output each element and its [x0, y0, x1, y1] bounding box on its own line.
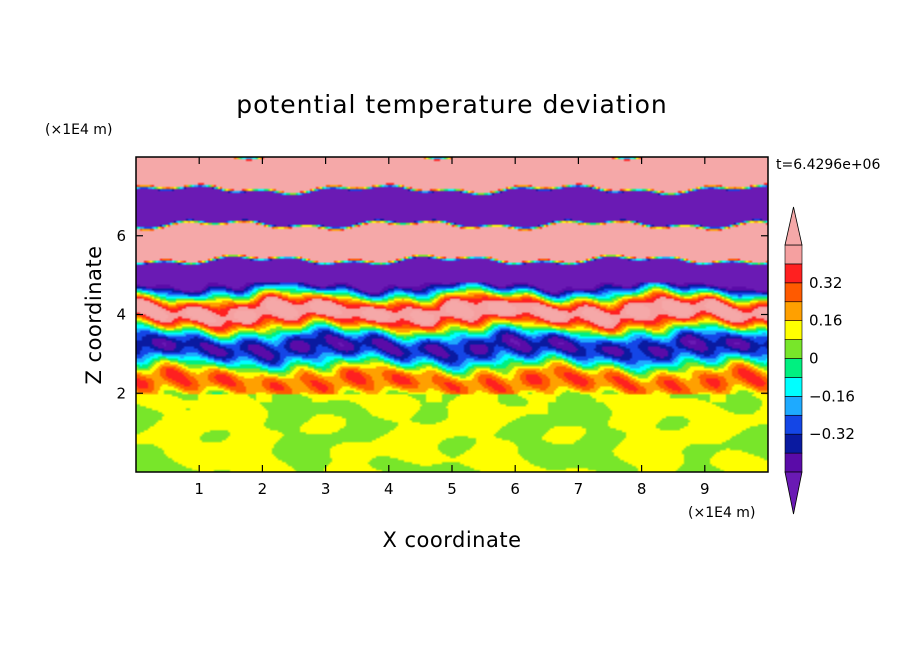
colorbar-tick-label: 0.32	[809, 274, 842, 292]
colorbar-swatch	[784, 396, 803, 416]
x-axis-label: X coordinate	[382, 528, 521, 552]
time-stamp: t=6.4296e+06	[776, 157, 880, 173]
x-tick-label: 5	[447, 480, 457, 498]
x-tick-label: 2	[258, 480, 268, 498]
colorbar-tick-label: −0.32	[809, 425, 855, 443]
colorbar-swatch	[784, 414, 803, 435]
y-axis-unit: (×1E4 m)	[45, 122, 112, 138]
y-tick-label: 2	[116, 384, 126, 402]
chart-title: potential temperature deviation	[236, 90, 667, 119]
x-axis-ticks: 1 2 3 4 5 6 7 8 9	[194, 157, 710, 498]
x-tick-label: 9	[700, 480, 710, 498]
colorbar-swatch	[784, 244, 803, 265]
colorbar-swatch	[784, 339, 803, 359]
colorbar-swatch	[784, 263, 803, 284]
y-axis-ticks: 2 4 6	[116, 227, 768, 402]
field-raster	[136, 157, 768, 472]
y-tick-label: 6	[116, 227, 126, 245]
x-tick-label: 4	[384, 480, 394, 498]
colorbar-swatch	[784, 301, 803, 321]
colorbar-swatch	[784, 433, 803, 454]
colorbar-under-arrow	[784, 471, 803, 515]
colorbar-swatch	[784, 320, 803, 340]
x-tick-label: 3	[321, 480, 331, 498]
y-tick-label: 4	[116, 306, 126, 324]
colorbar-tick-label: −0.16	[809, 387, 855, 405]
x-tick-label: 1	[194, 480, 204, 498]
colorbar-tick-label: 0	[809, 350, 819, 368]
colorbar-swatch	[784, 377, 803, 397]
temperature-field	[136, 157, 768, 472]
x-tick-label: 8	[637, 480, 647, 498]
colorbar-swatch	[784, 452, 803, 473]
colorbar-over-arrow	[784, 206, 803, 246]
x-tick-label: 7	[574, 480, 584, 498]
x-axis-unit: (×1E4 m)	[688, 505, 755, 521]
colorbar: 0.32 0.16 0 −0.16 −0.32	[784, 206, 855, 515]
colorbar-swatch	[784, 358, 803, 378]
y-axis-label: Z coordinate	[82, 245, 106, 384]
colorbar-tick-label: 0.16	[809, 312, 842, 330]
x-tick-label: 6	[510, 480, 520, 498]
colorbar-swatch	[784, 282, 803, 303]
